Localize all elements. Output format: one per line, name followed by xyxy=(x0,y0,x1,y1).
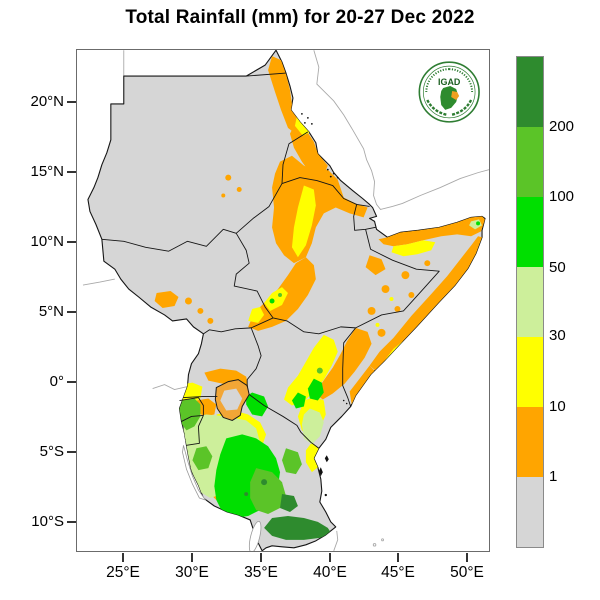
y-tick-label: 5°S xyxy=(39,443,64,460)
map-plot-area: IGAD xyxy=(76,49,490,552)
legend-label: 30 xyxy=(549,327,566,344)
x-tick xyxy=(466,553,468,562)
dahlak-island xyxy=(310,122,313,125)
lake-victoria-inner xyxy=(220,388,243,411)
logo-horn-shape xyxy=(451,91,460,100)
border-southsudan-uganda xyxy=(203,317,274,335)
legend-color-50-100 xyxy=(517,197,543,267)
arabia-coastline xyxy=(313,50,489,210)
legend-label: 50 xyxy=(549,259,566,276)
y-tick xyxy=(67,451,76,453)
lamu-island xyxy=(345,402,348,405)
y-tick-label: 20°N xyxy=(30,93,64,110)
drc-border xyxy=(152,384,188,391)
border-rwanda-burundi xyxy=(179,397,204,446)
y-tick xyxy=(67,311,76,313)
legend-label: 1 xyxy=(549,468,558,485)
dahlak-island xyxy=(303,121,306,124)
comoros-island xyxy=(381,538,384,542)
y-tick xyxy=(67,381,76,383)
border-uganda-kenya xyxy=(246,327,262,387)
y-tick-label: 0° xyxy=(49,373,64,390)
border-southsudan-ethiopia xyxy=(233,233,274,319)
mafia-island xyxy=(324,493,327,497)
logo-ring-text xyxy=(425,68,474,93)
pemba-island xyxy=(324,455,329,463)
x-tick-label: 45°E xyxy=(381,564,415,581)
y-tick-label: 10°S xyxy=(31,513,64,530)
x-tick xyxy=(260,553,262,562)
dahlak-island xyxy=(306,116,309,119)
neighbor-boundaries xyxy=(82,50,489,551)
country-borders xyxy=(101,72,440,449)
dahlak-island xyxy=(329,175,332,178)
mozambique-coastline xyxy=(333,530,339,551)
legend-color-over-200 xyxy=(517,57,543,127)
x-tick xyxy=(329,553,331,562)
border-ethiopia-somalia xyxy=(355,229,440,329)
border-uganda-tanzania xyxy=(183,396,218,398)
legend-colorbar xyxy=(516,56,544,548)
y-tick xyxy=(67,101,76,103)
islands xyxy=(301,113,348,497)
legend-color-30-50 xyxy=(517,267,543,337)
igad-logo: IGAD xyxy=(418,61,480,123)
rain-100-200mm xyxy=(178,293,323,514)
legend-color-10-30 xyxy=(517,337,543,407)
lake-tanganyika xyxy=(182,445,207,501)
border-kenya-somalia xyxy=(342,327,356,407)
x-tick xyxy=(397,553,399,562)
logo-laurel-right xyxy=(450,99,473,117)
border-ethiopia-kenya xyxy=(272,317,356,335)
y-tick xyxy=(67,241,76,243)
dahlak-island xyxy=(336,176,339,179)
legend-label: 200 xyxy=(549,118,575,135)
logo-text: IGAD xyxy=(438,77,461,87)
x-tick-label: 25°E xyxy=(106,564,140,581)
dahlak-island xyxy=(326,168,329,171)
legend-label: 10 xyxy=(549,398,566,415)
rain-over-200mm xyxy=(244,479,332,540)
y-tick xyxy=(67,521,76,523)
lamu-island xyxy=(342,399,345,402)
x-tick xyxy=(122,553,124,562)
x-tick-label: 30°E xyxy=(175,564,209,581)
y-tick-label: 10°N xyxy=(30,233,64,250)
border-kenya-tanzania xyxy=(248,394,320,449)
dahlak-island xyxy=(301,113,303,115)
rainfall-shading xyxy=(154,56,486,540)
y-tick-label: 5°N xyxy=(38,303,64,320)
border-sudan-ethiopia xyxy=(235,183,283,234)
legend-color-1-10 xyxy=(517,407,543,477)
chart-title: Total Rainfall (mm) for 20-27 Dec 2022 xyxy=(125,7,475,28)
zanzibar-island xyxy=(318,467,323,477)
car-border xyxy=(82,278,115,286)
border-djibouti xyxy=(353,204,376,231)
x-tick-label: 50°E xyxy=(450,564,484,581)
x-tick-label: 35°E xyxy=(244,564,278,581)
lake-malawi xyxy=(248,520,262,551)
legend-label: 100 xyxy=(549,188,575,205)
border-sudan-eritrea xyxy=(281,131,309,184)
dahlak-island xyxy=(332,172,335,175)
border-halaib xyxy=(246,72,287,77)
x-tick-label: 40°E xyxy=(313,564,347,581)
lakes xyxy=(182,379,262,551)
comoros-island xyxy=(372,543,377,547)
y-tick xyxy=(67,171,76,173)
legend-color-100-200 xyxy=(517,127,543,197)
legend-color-under-1 xyxy=(517,477,543,547)
x-tick xyxy=(191,553,193,562)
logo-laurel-left xyxy=(426,99,448,117)
border-sudan-southsudan xyxy=(101,228,237,252)
rainfall-map: IGAD xyxy=(82,50,489,551)
y-tick-label: 15°N xyxy=(30,163,64,180)
